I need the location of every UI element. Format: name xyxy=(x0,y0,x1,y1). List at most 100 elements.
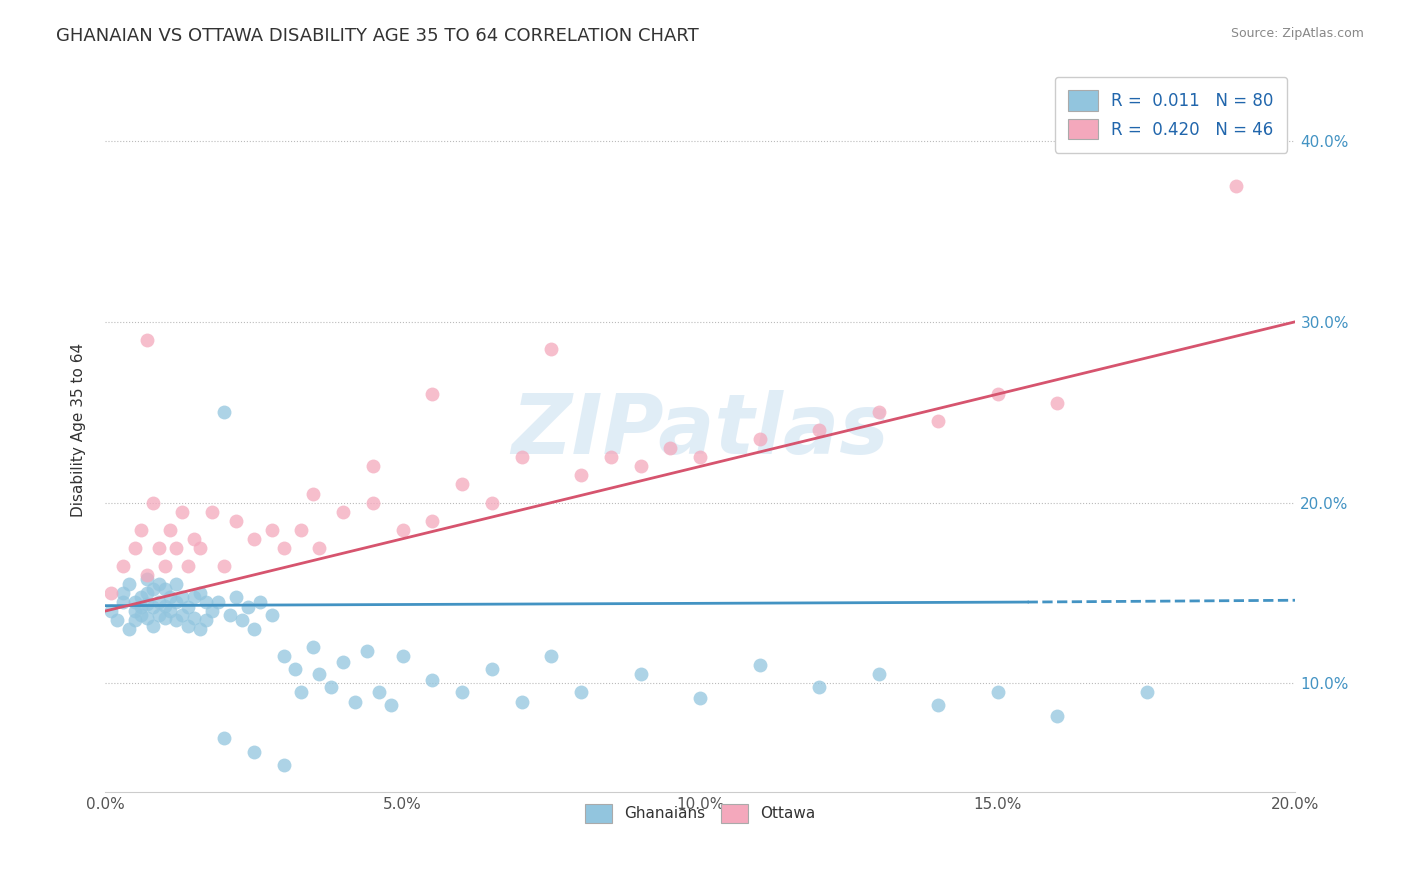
Point xyxy=(188,622,211,636)
Point xyxy=(356,644,378,658)
Point xyxy=(308,541,330,555)
Point xyxy=(225,514,247,528)
Point xyxy=(361,459,384,474)
Point xyxy=(273,757,295,772)
Point xyxy=(308,667,330,681)
Point xyxy=(129,607,152,622)
Point xyxy=(540,649,562,664)
Point xyxy=(600,450,623,465)
Point xyxy=(212,558,235,573)
Point xyxy=(124,613,146,627)
Point xyxy=(142,600,165,615)
Point xyxy=(111,558,134,573)
Point xyxy=(153,599,176,613)
Point xyxy=(124,595,146,609)
Point xyxy=(165,613,187,627)
Point xyxy=(177,558,200,573)
Point xyxy=(332,655,354,669)
Point xyxy=(748,658,770,673)
Point xyxy=(177,600,200,615)
Point xyxy=(135,568,157,582)
Point xyxy=(689,690,711,705)
Point xyxy=(927,414,949,428)
Point xyxy=(135,572,157,586)
Point xyxy=(987,387,1010,401)
Point xyxy=(748,432,770,446)
Point xyxy=(422,387,444,401)
Point xyxy=(135,586,157,600)
Point xyxy=(290,685,312,699)
Point xyxy=(129,523,152,537)
Point xyxy=(165,595,187,609)
Point xyxy=(868,405,890,419)
Point xyxy=(481,662,503,676)
Point xyxy=(142,582,165,597)
Point xyxy=(212,731,235,745)
Point xyxy=(148,577,170,591)
Point xyxy=(243,532,266,546)
Point xyxy=(201,604,224,618)
Point xyxy=(148,541,170,555)
Point xyxy=(124,604,146,618)
Point xyxy=(153,582,176,597)
Point xyxy=(510,694,533,708)
Point xyxy=(188,586,211,600)
Point xyxy=(540,342,562,356)
Point xyxy=(808,423,831,437)
Point xyxy=(284,662,307,676)
Point xyxy=(260,607,283,622)
Point xyxy=(212,405,235,419)
Point xyxy=(451,477,474,491)
Y-axis label: Disability Age 35 to 64: Disability Age 35 to 64 xyxy=(72,343,86,517)
Point xyxy=(129,600,152,615)
Point xyxy=(260,523,283,537)
Point xyxy=(105,613,128,627)
Point xyxy=(422,514,444,528)
Point xyxy=(231,613,253,627)
Point xyxy=(201,505,224,519)
Point xyxy=(135,333,157,347)
Point xyxy=(148,595,170,609)
Point xyxy=(148,607,170,622)
Point xyxy=(927,698,949,713)
Point xyxy=(236,600,259,615)
Point xyxy=(321,680,343,694)
Point xyxy=(165,541,187,555)
Point xyxy=(243,622,266,636)
Point xyxy=(290,523,312,537)
Point xyxy=(987,685,1010,699)
Text: Source: ZipAtlas.com: Source: ZipAtlas.com xyxy=(1230,27,1364,40)
Point xyxy=(111,595,134,609)
Point xyxy=(129,590,152,604)
Point xyxy=(361,495,384,509)
Point xyxy=(111,586,134,600)
Point xyxy=(188,541,211,555)
Point xyxy=(172,505,194,519)
Point xyxy=(159,604,181,618)
Point xyxy=(1046,709,1069,723)
Point xyxy=(1136,685,1159,699)
Point xyxy=(142,495,165,509)
Point xyxy=(391,523,413,537)
Point xyxy=(302,640,325,655)
Point xyxy=(249,595,271,609)
Point xyxy=(165,577,187,591)
Point xyxy=(367,685,389,699)
Text: ZIPatlas: ZIPatlas xyxy=(512,390,889,471)
Point xyxy=(391,649,413,664)
Point xyxy=(153,611,176,625)
Point xyxy=(659,442,682,456)
Point xyxy=(1046,396,1069,410)
Text: GHANAIAN VS OTTAWA DISABILITY AGE 35 TO 64 CORRELATION CHART: GHANAIAN VS OTTAWA DISABILITY AGE 35 TO … xyxy=(56,27,699,45)
Point xyxy=(1225,179,1247,194)
Point xyxy=(808,680,831,694)
Point xyxy=(153,558,176,573)
Point xyxy=(689,450,711,465)
Legend: Ghanaians, Ottawa: Ghanaians, Ottawa xyxy=(572,792,828,835)
Point xyxy=(219,607,242,622)
Point xyxy=(183,590,205,604)
Point xyxy=(100,604,122,618)
Point xyxy=(380,698,402,713)
Point xyxy=(510,450,533,465)
Point xyxy=(302,486,325,500)
